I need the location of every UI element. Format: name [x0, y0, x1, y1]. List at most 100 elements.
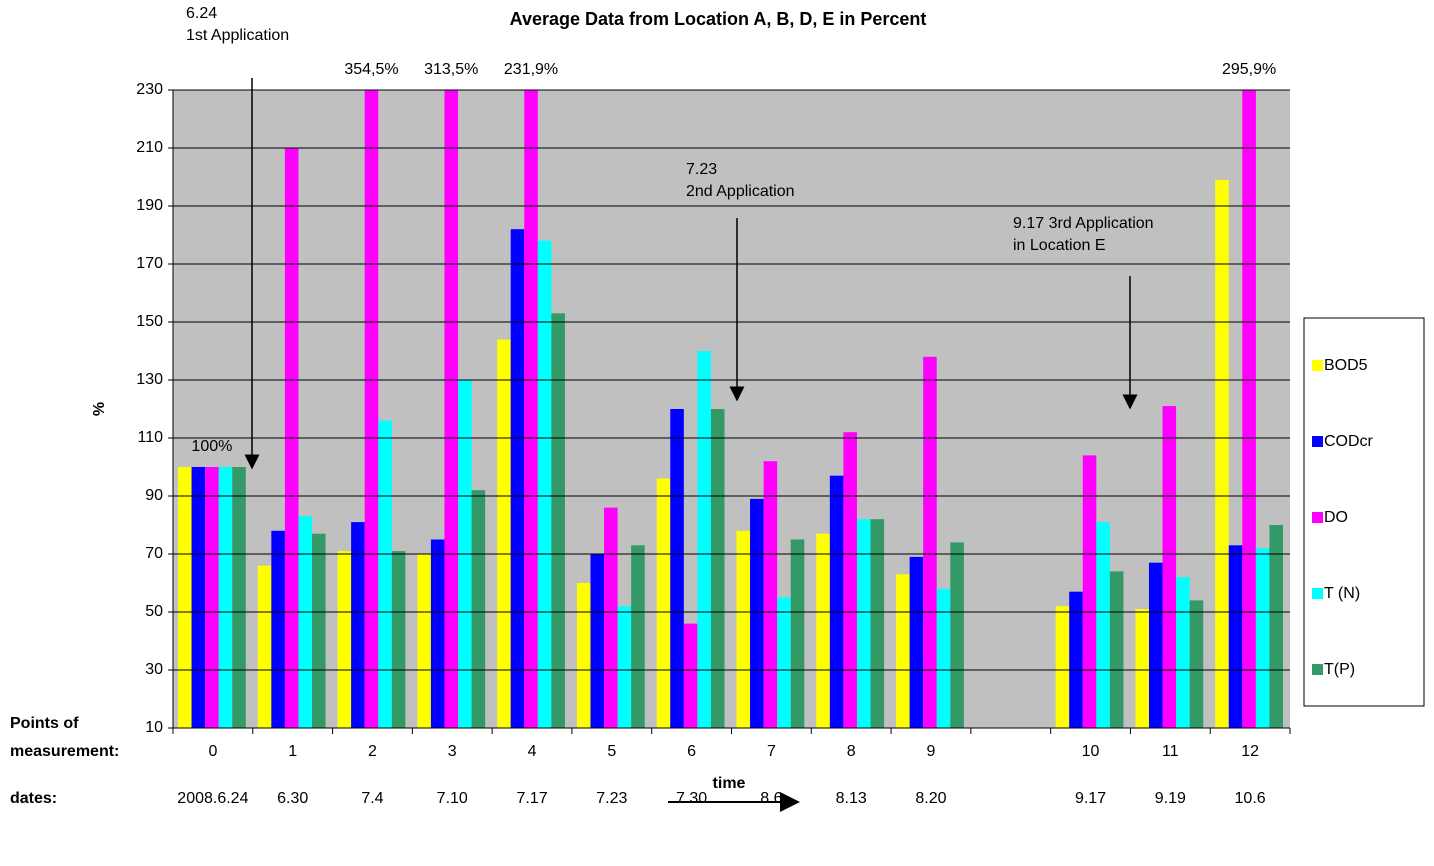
- x-tick-label: 9: [927, 743, 936, 760]
- bar: [1269, 525, 1283, 728]
- chart-title: Average Data from Location A, B, D, E in…: [510, 9, 927, 29]
- y-tick-label: 90: [145, 487, 163, 504]
- y-axis-label: %: [91, 402, 108, 416]
- bar: [736, 530, 751, 728]
- bar: [471, 490, 486, 728]
- row-label: measurement:: [10, 743, 119, 760]
- legend-swatch: [1312, 436, 1323, 447]
- annotation: 9.17 3rd Application: [1013, 215, 1154, 232]
- bar: [1255, 548, 1270, 728]
- bar: [1148, 562, 1163, 728]
- bar: [178, 467, 192, 728]
- bar: [1228, 545, 1243, 728]
- legend-label: DO: [1324, 509, 1348, 526]
- bar: [298, 516, 313, 728]
- x-tick-label: 12: [1241, 743, 1259, 760]
- date-label: 7.10: [437, 790, 468, 807]
- bar: [710, 409, 725, 728]
- legend-label: T(P): [1324, 661, 1355, 678]
- bar: [537, 240, 552, 728]
- bar: [510, 229, 525, 728]
- value-label: 295,9%: [1222, 61, 1276, 78]
- bar: [444, 90, 459, 728]
- x-tick-label: 5: [607, 743, 616, 760]
- y-tick-label: 190: [136, 197, 163, 214]
- annotation: in Location E: [1013, 237, 1106, 254]
- x-tick-label: 0: [208, 743, 217, 760]
- bar: [697, 351, 711, 728]
- date-label: 8.20: [915, 790, 946, 807]
- bar: [378, 420, 392, 728]
- value-label: 313,5%: [424, 61, 478, 78]
- value-label: 354,5%: [344, 61, 398, 78]
- bar: [257, 565, 272, 728]
- x-tick-label: 2: [368, 743, 377, 760]
- date-label: 9.19: [1155, 790, 1186, 807]
- y-tick-label: 210: [136, 139, 163, 156]
- bar: [750, 498, 764, 728]
- bar: [1215, 179, 1229, 728]
- bar: [683, 623, 698, 728]
- x-tick-label: 10: [1082, 743, 1100, 760]
- bar: [896, 574, 910, 728]
- x-tick-label: 8: [847, 743, 856, 760]
- bar: [617, 606, 632, 728]
- bar: [1096, 522, 1110, 728]
- bar: [205, 467, 219, 728]
- x-axis-label: time: [713, 775, 746, 792]
- annotation: 2nd Application: [686, 183, 795, 200]
- bar: [909, 556, 924, 728]
- date-label: 7.4: [361, 790, 383, 807]
- bar: [763, 461, 778, 728]
- legend-swatch: [1312, 360, 1323, 371]
- bar: [312, 533, 326, 728]
- legend-label: CODcr: [1324, 433, 1374, 450]
- annotation: 1st Application: [186, 27, 289, 44]
- date-label: 7.17: [516, 790, 547, 807]
- bar: [656, 478, 671, 728]
- legend-label: T (N): [1324, 585, 1360, 602]
- y-tick-label: 30: [145, 661, 163, 678]
- bar: [364, 90, 379, 728]
- annotation: 6.24: [186, 5, 217, 22]
- y-tick-label: 170: [136, 255, 163, 272]
- date-label: 8.6: [760, 790, 782, 807]
- bar: [497, 339, 511, 728]
- value-label: 231,9%: [504, 61, 558, 78]
- bar: [1082, 455, 1097, 728]
- bar: [417, 554, 431, 728]
- y-tick-label: 70: [145, 545, 163, 562]
- legend-label: BOD5: [1324, 357, 1368, 374]
- y-tick-label: 110: [137, 429, 163, 446]
- y-tick-label: 50: [145, 603, 163, 620]
- legend-swatch: [1312, 512, 1323, 523]
- bar: [218, 467, 233, 728]
- bar: [829, 475, 844, 728]
- bar: [1135, 609, 1149, 728]
- bar: [1176, 577, 1190, 728]
- bar: [870, 519, 885, 728]
- y-tick-label: 230: [136, 81, 163, 98]
- bar: [1109, 571, 1124, 728]
- bar: [631, 545, 645, 728]
- x-tick-label: 3: [448, 743, 457, 760]
- bar: [816, 533, 830, 728]
- x-tick-label: 7: [767, 743, 776, 760]
- bar: [856, 519, 871, 728]
- x-tick-label: 4: [528, 743, 537, 760]
- bar: [1189, 600, 1204, 728]
- y-tick-label: 150: [136, 313, 163, 330]
- legend: [1303, 317, 1425, 707]
- bar: [604, 507, 618, 728]
- x-tick-label: 1: [288, 743, 297, 760]
- date-label: 7.30: [676, 790, 707, 807]
- bar: [1242, 90, 1256, 728]
- bar: [191, 467, 206, 728]
- bar: [950, 542, 964, 728]
- date-label: 10.6: [1235, 790, 1266, 807]
- date-label: 8.13: [836, 790, 867, 807]
- annotation: 7.23: [686, 161, 717, 178]
- bar: [232, 467, 246, 728]
- bar: [576, 583, 591, 728]
